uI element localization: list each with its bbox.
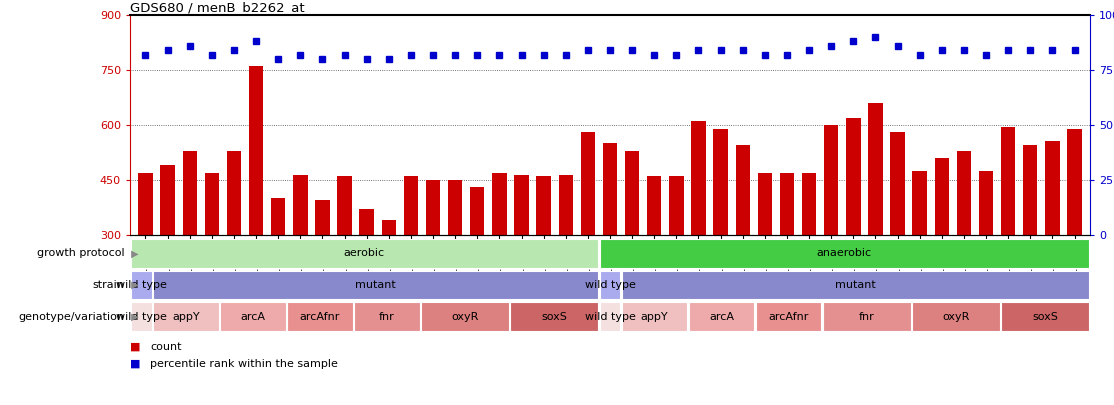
Bar — [599, 302, 620, 331]
Bar — [1023, 145, 1037, 345]
Text: wild type: wild type — [585, 280, 635, 290]
Bar — [688, 302, 754, 331]
Bar — [979, 171, 994, 345]
Bar — [847, 118, 860, 345]
Text: mutant: mutant — [836, 280, 876, 290]
Text: arcA: arcA — [710, 311, 734, 322]
Bar — [713, 129, 727, 345]
Bar — [403, 176, 418, 345]
Bar — [219, 302, 285, 331]
Bar — [755, 302, 821, 331]
Bar — [130, 302, 152, 331]
Text: ■: ■ — [130, 342, 140, 352]
Bar — [622, 302, 687, 331]
Bar — [868, 103, 882, 345]
Text: ■: ■ — [130, 359, 140, 369]
Bar — [1001, 302, 1089, 331]
Bar — [492, 173, 507, 345]
Bar — [824, 125, 839, 345]
Bar — [823, 302, 911, 331]
Bar — [515, 175, 529, 345]
Bar — [957, 151, 971, 345]
Bar — [735, 145, 750, 345]
Bar — [935, 158, 949, 345]
Bar — [287, 302, 353, 331]
Bar — [138, 173, 153, 345]
Bar — [130, 239, 598, 268]
Text: aerobic: aerobic — [344, 249, 385, 258]
Bar — [625, 151, 639, 345]
Bar — [315, 200, 330, 345]
Bar — [227, 151, 241, 345]
Text: count: count — [150, 342, 182, 352]
Bar — [354, 302, 420, 331]
Text: ▶: ▶ — [128, 311, 138, 322]
Text: growth protocol: growth protocol — [37, 249, 125, 258]
Bar — [1045, 141, 1059, 345]
Bar — [153, 271, 598, 299]
Bar — [558, 175, 573, 345]
Text: ▶: ▶ — [128, 249, 138, 258]
Bar — [758, 173, 772, 345]
Bar — [421, 302, 509, 331]
Bar — [360, 209, 374, 345]
Bar — [912, 171, 927, 345]
Bar — [338, 176, 352, 345]
Bar — [470, 188, 485, 345]
Text: percentile rank within the sample: percentile rank within the sample — [150, 359, 338, 369]
Bar — [448, 180, 462, 345]
Bar — [1001, 127, 1015, 345]
Bar — [580, 132, 595, 345]
Text: fnr: fnr — [859, 311, 874, 322]
Bar — [293, 175, 307, 345]
Text: wild type: wild type — [116, 280, 167, 290]
Bar — [780, 173, 794, 345]
Text: GDS680 / menB_b2262_at: GDS680 / menB_b2262_at — [130, 1, 304, 14]
Bar — [160, 165, 175, 345]
Bar — [890, 132, 905, 345]
Bar — [382, 220, 395, 345]
Bar — [912, 302, 1000, 331]
Bar — [647, 176, 662, 345]
Bar — [1067, 129, 1082, 345]
Bar — [510, 302, 598, 331]
Text: oxyR: oxyR — [942, 311, 969, 322]
Bar — [130, 271, 152, 299]
Bar — [692, 122, 705, 345]
Bar — [271, 198, 285, 345]
Text: mutant: mutant — [355, 280, 395, 290]
Bar — [426, 180, 440, 345]
Text: arcAfnr: arcAfnr — [300, 311, 340, 322]
Text: soxS: soxS — [1033, 311, 1058, 322]
Bar — [622, 271, 1089, 299]
Bar — [603, 143, 617, 345]
Bar — [153, 302, 218, 331]
Bar — [205, 173, 219, 345]
Text: wild type: wild type — [116, 311, 167, 322]
Text: wild type: wild type — [585, 311, 635, 322]
Text: appY: appY — [641, 311, 668, 322]
Bar — [183, 151, 197, 345]
Text: soxS: soxS — [541, 311, 567, 322]
Text: genotype/variation: genotype/variation — [19, 311, 125, 322]
Bar — [248, 66, 263, 345]
Text: strain: strain — [92, 280, 125, 290]
Text: arcAfnr: arcAfnr — [769, 311, 809, 322]
Bar — [537, 176, 550, 345]
Text: anaerobic: anaerobic — [817, 249, 872, 258]
Text: oxyR: oxyR — [451, 311, 479, 322]
Bar — [599, 271, 620, 299]
Bar — [599, 239, 1089, 268]
Text: fnr: fnr — [379, 311, 394, 322]
Text: ▶: ▶ — [128, 280, 138, 290]
Text: arcA: arcA — [241, 311, 265, 322]
Bar — [670, 176, 684, 345]
Bar — [802, 173, 817, 345]
Text: appY: appY — [172, 311, 199, 322]
